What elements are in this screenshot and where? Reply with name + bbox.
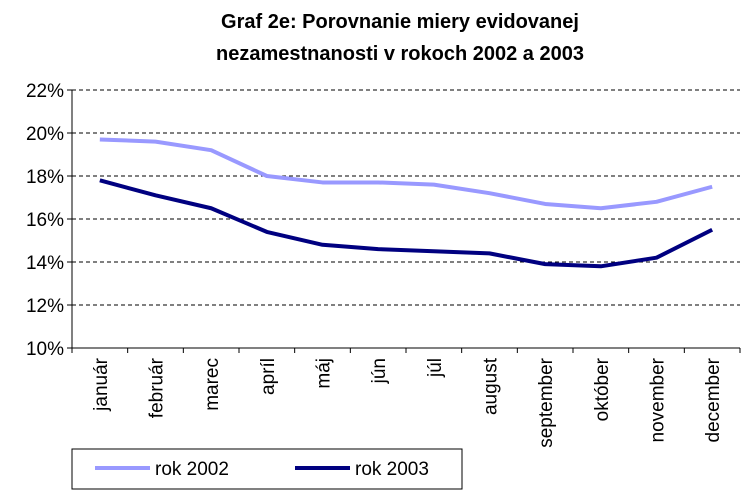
y-tick-label: 14% [26,253,64,274]
x-tick-label: október [592,357,613,421]
x-tick-label: júl [425,358,446,378]
legend-label: rok 2002 [155,459,229,480]
x-tick-label: september [536,357,557,447]
x-tick-label: január [91,357,112,411]
chart-title: Graf 2e: Porovnanie miery evidovanej [221,11,579,33]
legend-label: rok 2003 [355,459,429,480]
y-tick-label: 18% [26,167,64,188]
line [99,137,713,211]
x-tick-label: august [481,357,502,415]
y-tick-label: 16% [26,210,64,231]
x-tick-label: marec [202,358,223,411]
chart-title: nezamestnanosti v rokoch 2002 a 2003 [216,43,584,65]
y-tick-label: 10% [26,339,64,360]
x-tick-label: február [147,357,168,418]
x-tick-label: apríl [258,358,279,395]
line [99,178,714,269]
x-tick-label: november [648,357,669,442]
x-tick-label: december [703,357,724,442]
x-tick-label: máj [314,358,335,389]
y-tick-label: 20% [26,124,64,145]
y-tick-label: 22% [26,81,64,102]
x-tick-label: jún [369,358,390,384]
y-tick-label: 12% [26,296,64,317]
